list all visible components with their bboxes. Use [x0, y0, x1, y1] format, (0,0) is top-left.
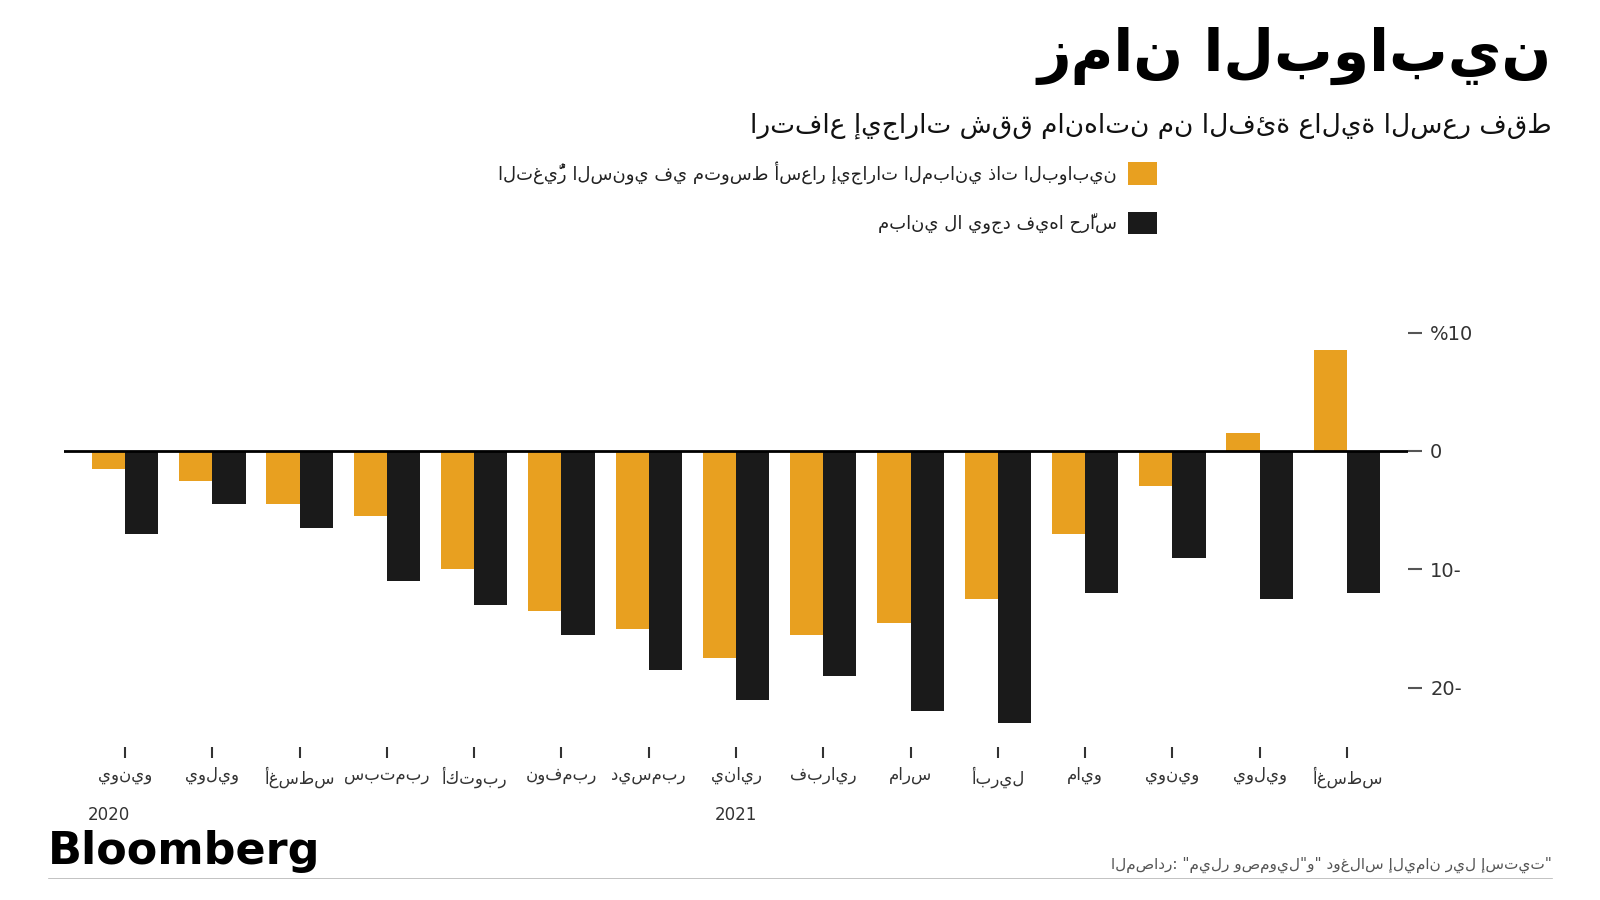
Bar — [442, 451, 474, 570]
Bar — [91, 451, 125, 469]
Bar — [790, 451, 824, 634]
Bar — [179, 451, 213, 481]
Bar — [1085, 451, 1118, 593]
Bar — [1051, 451, 1085, 534]
Text: مباني لا يوجد فيها حرَّاس: مباني لا يوجد فيها حرَّاس — [878, 212, 1117, 233]
Bar — [354, 451, 387, 516]
Bar — [387, 451, 421, 581]
Text: 2021: 2021 — [715, 806, 757, 824]
Text: المصادر: "ميلر وصمويل"و" دوغلاس إليمان ريل إستيت": المصادر: "ميلر وصمويل"و" دوغلاس إليمان ر… — [1110, 857, 1552, 873]
Bar — [877, 451, 910, 623]
Text: Bloomberg: Bloomberg — [48, 830, 320, 873]
Text: 2020: 2020 — [88, 806, 130, 824]
Bar — [1139, 451, 1173, 487]
Bar — [562, 451, 595, 634]
Bar — [528, 451, 562, 611]
Text: التغيُّر السنوي في متوسط أسعار إيجارات المباني ذات البوابين: التغيُّر السنوي في متوسط أسعار إيجارات ا… — [498, 162, 1117, 184]
Bar — [125, 451, 158, 534]
Bar — [213, 451, 245, 504]
Bar — [1347, 451, 1381, 593]
Bar — [702, 451, 736, 658]
Bar — [910, 451, 944, 712]
Bar — [1173, 451, 1205, 557]
Bar — [1227, 433, 1259, 451]
Bar — [998, 451, 1030, 724]
Bar — [824, 451, 856, 676]
Bar — [299, 451, 333, 528]
Bar — [1314, 350, 1347, 451]
Bar — [267, 451, 299, 504]
Bar — [474, 451, 507, 605]
Text: ارتفاع إيجارات شقق مانهاتن من الفئة عالية السعر فقط: ارتفاع إيجارات شقق مانهاتن من الفئة عالي… — [750, 112, 1552, 140]
Bar — [965, 451, 998, 599]
Bar — [736, 451, 770, 699]
Bar — [616, 451, 648, 628]
Text: زمان البوابين: زمان البوابين — [1038, 27, 1552, 86]
Bar — [1259, 451, 1293, 599]
Bar — [648, 451, 682, 670]
